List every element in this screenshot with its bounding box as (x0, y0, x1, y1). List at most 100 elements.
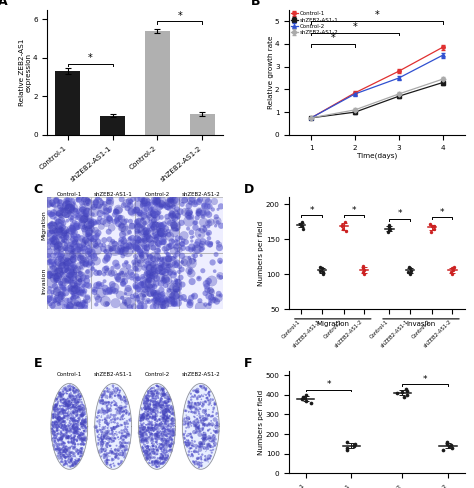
Point (54, 405, 62, 413)
Point (85, 247, 92, 255)
Point (204, 394, 211, 402)
Point (80, 421, 87, 429)
Point (202, 398, 210, 406)
Point (146, 235, 154, 243)
Point (143, 409, 151, 417)
Point (71, 406, 79, 413)
Point (60, 432, 67, 440)
Point (155, 403, 163, 411)
Point (188, 422, 195, 430)
Point (81, 420, 89, 427)
Point (66, 448, 73, 456)
Point (164, 276, 171, 284)
Point (98, 223, 105, 230)
Point (154, 454, 162, 462)
Point (147, 420, 155, 427)
Point (200, 428, 207, 436)
Point (89, 240, 97, 247)
Point (59, 387, 67, 395)
Point (66, 286, 73, 294)
Point (119, 442, 127, 450)
Point (60, 418, 67, 426)
Point (142, 393, 150, 401)
Point (141, 225, 149, 233)
Text: *: * (88, 53, 92, 63)
Point (62, 289, 70, 297)
Point (69, 263, 76, 270)
Point (60, 410, 67, 418)
Point (152, 409, 159, 417)
Point (205, 391, 213, 399)
Point (105, 198, 112, 205)
Point (143, 421, 150, 429)
Point (69, 232, 76, 240)
Point (71, 453, 79, 461)
Point (68, 383, 75, 390)
Point (100, 411, 107, 419)
Point (165, 407, 173, 414)
Point (141, 289, 149, 297)
Point (81, 435, 88, 443)
Point (148, 207, 156, 215)
Point (143, 271, 151, 279)
Point (141, 398, 149, 406)
Point (188, 432, 195, 440)
Point (67, 386, 74, 394)
Point (155, 458, 163, 466)
Point (56, 390, 64, 398)
Point (90, 218, 97, 226)
Point (109, 398, 117, 406)
Point (60, 413, 67, 421)
Point (211, 440, 219, 447)
Point (120, 224, 128, 231)
Point (92, 233, 100, 241)
Point (145, 296, 152, 304)
Point (58, 435, 66, 443)
Point (187, 445, 194, 452)
Point (77, 270, 84, 278)
Point (145, 426, 153, 433)
Point (189, 408, 196, 416)
Point (160, 450, 168, 458)
Point (195, 454, 202, 462)
Point (162, 428, 169, 436)
Point (191, 441, 198, 448)
Point (163, 398, 170, 406)
Point (117, 421, 125, 429)
Point (161, 427, 168, 435)
Point (209, 408, 217, 416)
Point (70, 430, 78, 438)
Point (96, 416, 103, 424)
Point (58, 416, 66, 424)
Bar (55, 71, 80, 135)
Point (72, 206, 79, 214)
Point (210, 421, 218, 429)
Point (63, 432, 70, 440)
Point (135, 227, 143, 235)
Point (211, 445, 219, 453)
Point (105, 449, 113, 457)
Point (160, 416, 168, 424)
Point (55, 415, 63, 423)
Point (62, 453, 69, 461)
Point (151, 449, 158, 457)
Point (147, 209, 155, 217)
Point (142, 451, 150, 459)
Point (60, 430, 67, 438)
Point (74, 414, 82, 422)
Point (152, 259, 159, 267)
Point (75, 245, 83, 253)
Point (111, 246, 118, 254)
Point (108, 399, 115, 407)
Point (162, 417, 170, 425)
Point (149, 407, 156, 415)
Point (146, 284, 154, 291)
Point (184, 441, 192, 448)
Point (63, 426, 71, 433)
Point (153, 398, 161, 406)
Point (154, 394, 162, 402)
Point (69, 383, 76, 390)
Point (70, 409, 78, 417)
Point (173, 237, 180, 245)
Point (78, 438, 86, 446)
